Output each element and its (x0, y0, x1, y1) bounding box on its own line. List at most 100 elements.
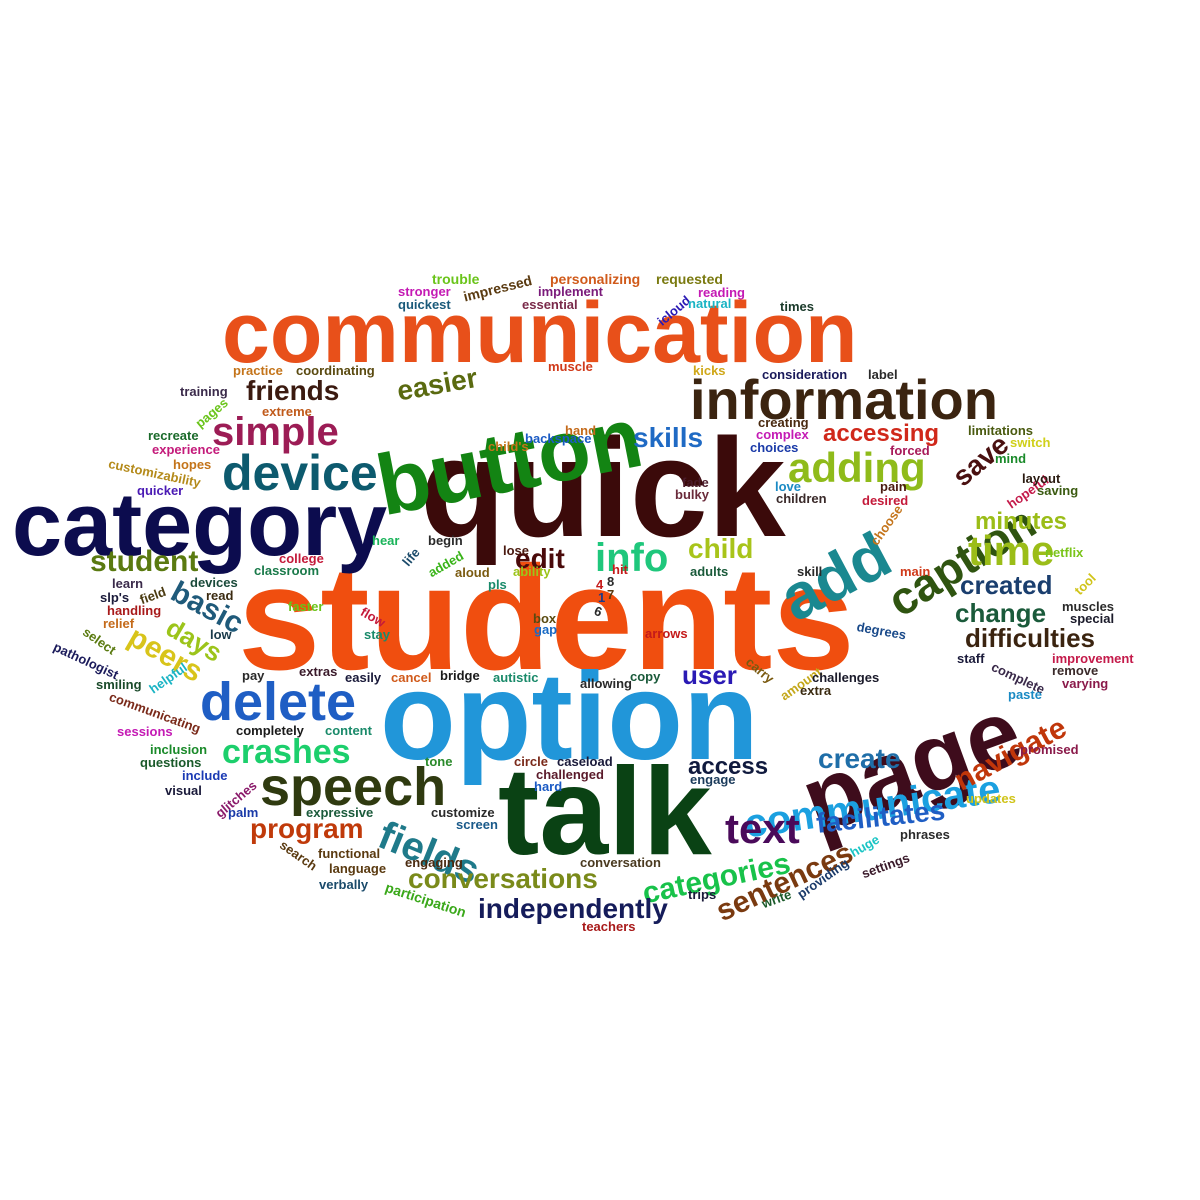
word-ability: ability (513, 564, 551, 579)
word-crashes: crashes (222, 733, 351, 771)
word-layout: layout (1022, 471, 1061, 486)
word-low: low (210, 627, 232, 642)
word-adults: adults (690, 564, 729, 579)
word-trips: trips (688, 887, 717, 902)
word-classroom: classroom (254, 563, 320, 578)
word-conversation: conversation (580, 855, 661, 870)
word-option: option (380, 648, 759, 786)
word-hopes: hopes (173, 457, 212, 472)
word-circle: circle (514, 754, 548, 769)
word-natural: natural (688, 296, 732, 311)
word-include: include (182, 768, 228, 783)
word-easily: easily (345, 670, 382, 685)
word-bulky: bulky (675, 487, 709, 502)
word-skills: skills (633, 422, 704, 453)
word-times: times (780, 299, 814, 314)
word-engage: engage (690, 772, 736, 787)
word-improvement: improvement (1052, 651, 1134, 666)
word-questions: questions (140, 755, 202, 770)
word-creating: creating (758, 415, 809, 430)
word-program: program (250, 813, 364, 844)
word-visual: visual (165, 783, 202, 798)
word-communication: communication (222, 285, 858, 381)
word-adding: adding (788, 444, 926, 491)
word-backspace: backspace (525, 431, 592, 446)
word-love: love (775, 479, 802, 494)
word-verbally: verbally (319, 877, 369, 892)
word-extra: extra (800, 683, 832, 698)
word-choices: choices (750, 440, 799, 455)
word-skill: skill (797, 564, 823, 579)
word-coordinating: coordinating (296, 363, 375, 378)
word-phrases: phrases (900, 827, 950, 842)
word-information: information (690, 368, 998, 431)
word-remove: remove (1052, 663, 1099, 678)
word-switch: switch (1010, 435, 1051, 450)
word-college: college (279, 551, 324, 566)
word-difficulties: difficulties (965, 623, 1096, 653)
word-children: children (776, 491, 827, 506)
word-consideration: consideration (762, 367, 848, 382)
word-special: special (1070, 611, 1115, 626)
word-simple: simple (212, 410, 339, 454)
word-category: category (12, 475, 388, 575)
word-quickest: quickest (398, 297, 451, 312)
word-implement: implement (538, 284, 604, 299)
word-read: read (206, 588, 234, 603)
word-engaging: engaging (405, 855, 463, 870)
word-extras: extras (299, 664, 338, 679)
word-language: language (329, 861, 387, 876)
word-create: create (818, 743, 901, 774)
word-extreme: extreme (262, 404, 312, 419)
word-students: students (238, 536, 855, 701)
word-requested: requested (656, 271, 723, 287)
word-conversations: conversations (408, 863, 598, 894)
word-student: student (90, 545, 199, 578)
word-info: info (595, 536, 669, 580)
word-muscles: muscles (1062, 599, 1115, 614)
word-updates: updates (966, 791, 1016, 806)
word-screen: screen (456, 817, 498, 832)
word-autistic: autistic (493, 670, 539, 685)
word-edit: edit (515, 543, 565, 574)
word-recreate: recreate (148, 428, 199, 443)
word-label: label (868, 367, 898, 382)
word-smiling: smiling (96, 677, 142, 692)
word-expressive: expressive (306, 805, 374, 820)
word-hard: hard (534, 779, 563, 794)
word-change: change (955, 598, 1047, 628)
word-cancel: cancel (391, 670, 432, 685)
word-learn: learn (112, 576, 144, 591)
word-8: 8 (607, 574, 615, 589)
word-independently: independently (478, 893, 668, 924)
word-box: box (533, 611, 557, 626)
word-settings: settings (859, 850, 912, 882)
word-user: user (682, 660, 737, 690)
word-begin: begin (428, 533, 463, 548)
word-completely: completely (236, 723, 304, 738)
word-aloud: aloud (455, 565, 490, 580)
word-choose: choose (867, 502, 906, 549)
word-challenged: challenged (536, 767, 604, 782)
word-speech: speech (260, 757, 447, 817)
word-practice: practice (233, 363, 283, 378)
word-lose: lose (503, 543, 530, 558)
word-handling: handling (107, 603, 162, 618)
word-arrows: arrows (645, 626, 688, 641)
word-personalizing: personalizing (550, 271, 641, 287)
word-teachers: teachers (582, 919, 636, 934)
word-device: device (222, 445, 378, 501)
word-accessing: accessing (823, 420, 940, 447)
word-tool: tool (1071, 570, 1099, 598)
word-text: text (725, 805, 800, 852)
word-time: time (968, 527, 1055, 574)
word-functional: functional (318, 846, 381, 861)
word-faster: faster (288, 599, 324, 614)
word-childs: child's (488, 439, 529, 454)
word-fade: fade (682, 475, 709, 490)
word-experience: experience (152, 442, 220, 457)
word-forced: forced (890, 443, 930, 458)
word-inclusion: inclusion (150, 742, 208, 757)
word-1: 1 (598, 590, 606, 605)
